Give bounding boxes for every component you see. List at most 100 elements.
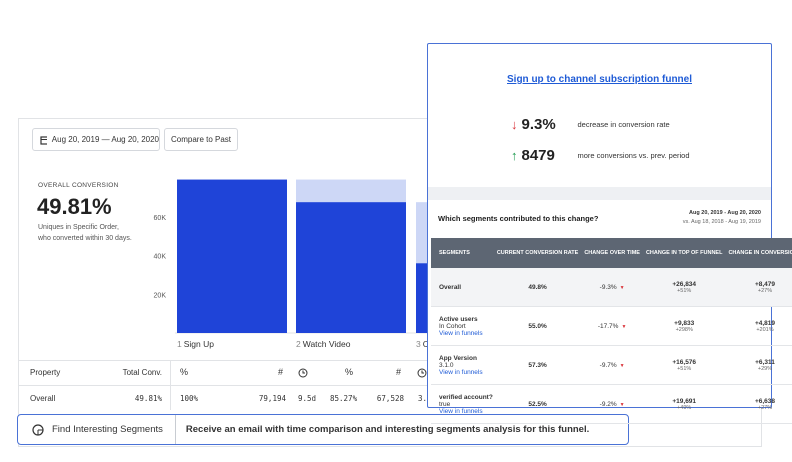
arrow-down: ↓ xyxy=(511,117,518,132)
change-cell: -9.7% ▼ xyxy=(581,345,643,385)
top-cell: +19,691 +49% xyxy=(642,384,726,424)
segment-cell: Active users In Cohort View in funnels xyxy=(431,306,494,346)
conv-cell: +6,638 +27% xyxy=(725,384,792,424)
segments-icon xyxy=(32,423,44,436)
top-value: +16,576 xyxy=(672,358,697,366)
conv-pct: +201% xyxy=(756,326,774,333)
banner-message: Receive an email with time comparison an… xyxy=(185,424,590,435)
date-range: Aug 20, 2019 - Aug 20, 2020 xyxy=(689,210,761,216)
segment-row: App Version 3.1.0 View in funnels 57.3% -9.7… xyxy=(431,345,792,385)
banner-button[interactable]: Find Interesting Segments xyxy=(52,424,163,435)
step-name: Sign Up xyxy=(184,339,215,349)
cell: 9.5d xyxy=(298,394,317,403)
step-number: 1 xyxy=(177,339,182,349)
y-tick-label: 60K xyxy=(154,215,167,222)
rate-cell: 57.3% xyxy=(493,345,582,385)
dropoff-bar xyxy=(296,179,406,203)
header-cell: Total Conv. xyxy=(122,368,162,377)
clock-icon xyxy=(417,368,427,378)
separator xyxy=(428,187,771,200)
segments-title: Which segments contributed to this chang… xyxy=(438,214,599,223)
step-label: 2 Watch Video xyxy=(296,339,351,349)
segment-cell: Overall xyxy=(431,268,494,307)
metric: ↑ 8479 more conversions vs. prev. period xyxy=(511,147,690,164)
segment-name: verified account? xyxy=(439,393,493,401)
column-header: CURRENT CONVERSION RATE xyxy=(493,238,582,268)
change-value: -17.7% xyxy=(597,322,619,330)
column-header: SEGMENTS xyxy=(431,238,494,268)
view-link[interactable]: View in funnels xyxy=(439,329,483,337)
top-value: +26,834 xyxy=(672,280,697,288)
bar xyxy=(296,202,406,333)
down-indicator: ▼ xyxy=(621,323,627,330)
rate-cell: 55.0% xyxy=(493,306,582,346)
conv-value: +6,311 xyxy=(755,358,775,366)
conv-cell: +8,479 +27% xyxy=(725,268,792,307)
conv-cell: +6,311 +29% xyxy=(725,345,792,385)
cell: 49.81% xyxy=(134,394,162,403)
calendar-icon xyxy=(40,135,47,145)
column-header: CHANGE IN TOP OF FUNNEL xyxy=(642,238,726,268)
conv-cell: +4,819 +201% xyxy=(725,306,792,346)
view-link[interactable]: View in funnels xyxy=(439,407,483,415)
popup-title[interactable]: Sign up to channel subscription funnel xyxy=(507,74,692,85)
step-name: C xyxy=(423,339,429,349)
compare-label: Compare to Past xyxy=(170,135,232,144)
conv-pct: +29% xyxy=(757,365,773,372)
table-divider xyxy=(170,360,171,410)
top-value: +9,833 xyxy=(674,319,695,327)
segment-row: Active users In Cohort View in funnels 55.0… xyxy=(431,306,792,346)
y-tick-label: 20K xyxy=(154,292,167,299)
segment-row: verified account? true View in funnels 52.5… xyxy=(431,384,792,424)
step-label: 1 Sign Up xyxy=(177,339,214,349)
segment-detail: 3.1.0 xyxy=(439,361,454,369)
change-value: -9.7% xyxy=(599,361,617,369)
cell: 85.27% xyxy=(330,394,358,403)
change-cell: -17.7% ▼ xyxy=(581,306,643,346)
cell: 67,528 xyxy=(376,394,404,403)
top-pct: +298% xyxy=(675,326,693,333)
top-cell: +26,834 +51% xyxy=(642,268,726,307)
popup: Sign up to channel subscription funnel ↓… xyxy=(427,43,792,424)
conv-pct: +27% xyxy=(757,404,773,411)
top-cell: +9,833 +298% xyxy=(642,306,726,346)
down-indicator: ▼ xyxy=(619,401,625,408)
cell: 100% xyxy=(180,394,199,403)
segment-name: Active users xyxy=(439,315,478,323)
table-divider xyxy=(18,360,428,361)
compare-button[interactable]: Compare to Past xyxy=(164,128,238,151)
segment-cell: App Version 3.1.0 View in funnels xyxy=(431,345,494,385)
step-number: 3 xyxy=(416,339,421,349)
segment-row: Overall 49.8% -9.3% ▼ +26,834 +51% +8,479 +27% xyxy=(431,268,792,307)
change-cell: -9.3% ▼ xyxy=(581,268,643,307)
cell: Overall xyxy=(30,394,56,403)
conv-pct: +27% xyxy=(757,287,773,294)
cell: 3. xyxy=(418,394,428,403)
segment-name: App Version xyxy=(439,354,477,362)
column-header: CHANGE IN CONVERSIONS xyxy=(725,238,792,268)
rate-cell: 49.8% xyxy=(493,268,582,307)
comparison-range: vs. Aug 18, 2018 - Aug 19, 2019 xyxy=(682,219,761,225)
summary-value: 49.81% xyxy=(37,194,112,219)
change-cell: -9.2% ▼ xyxy=(581,384,643,424)
column-header: CHANGE OVER TIME xyxy=(581,238,643,268)
down-indicator: ▼ xyxy=(619,362,625,369)
metric-text: decrease in conversion rate xyxy=(577,120,670,129)
view-link[interactable]: View in funnels xyxy=(439,368,483,376)
table-divider xyxy=(18,385,428,386)
rate-cell: 52.5% xyxy=(493,384,582,424)
date-button[interactable]: Aug 20, 2019 — Aug 20, 2020 xyxy=(32,128,160,151)
metric: ↓ 9.3% decrease in conversion rate xyxy=(511,116,670,133)
segment-detail: true xyxy=(439,400,451,408)
y-tick-label: 40K xyxy=(154,254,167,261)
top-pct: +51% xyxy=(677,365,692,372)
date-range: Aug 20, 2019 — Aug 20, 2020 xyxy=(51,135,159,144)
step-number: 2 xyxy=(296,339,301,349)
banner-divider xyxy=(174,415,176,444)
header-cell: # xyxy=(396,367,402,377)
change-value: -9.2% xyxy=(599,400,617,408)
conv-value: +8,479 xyxy=(754,280,775,288)
